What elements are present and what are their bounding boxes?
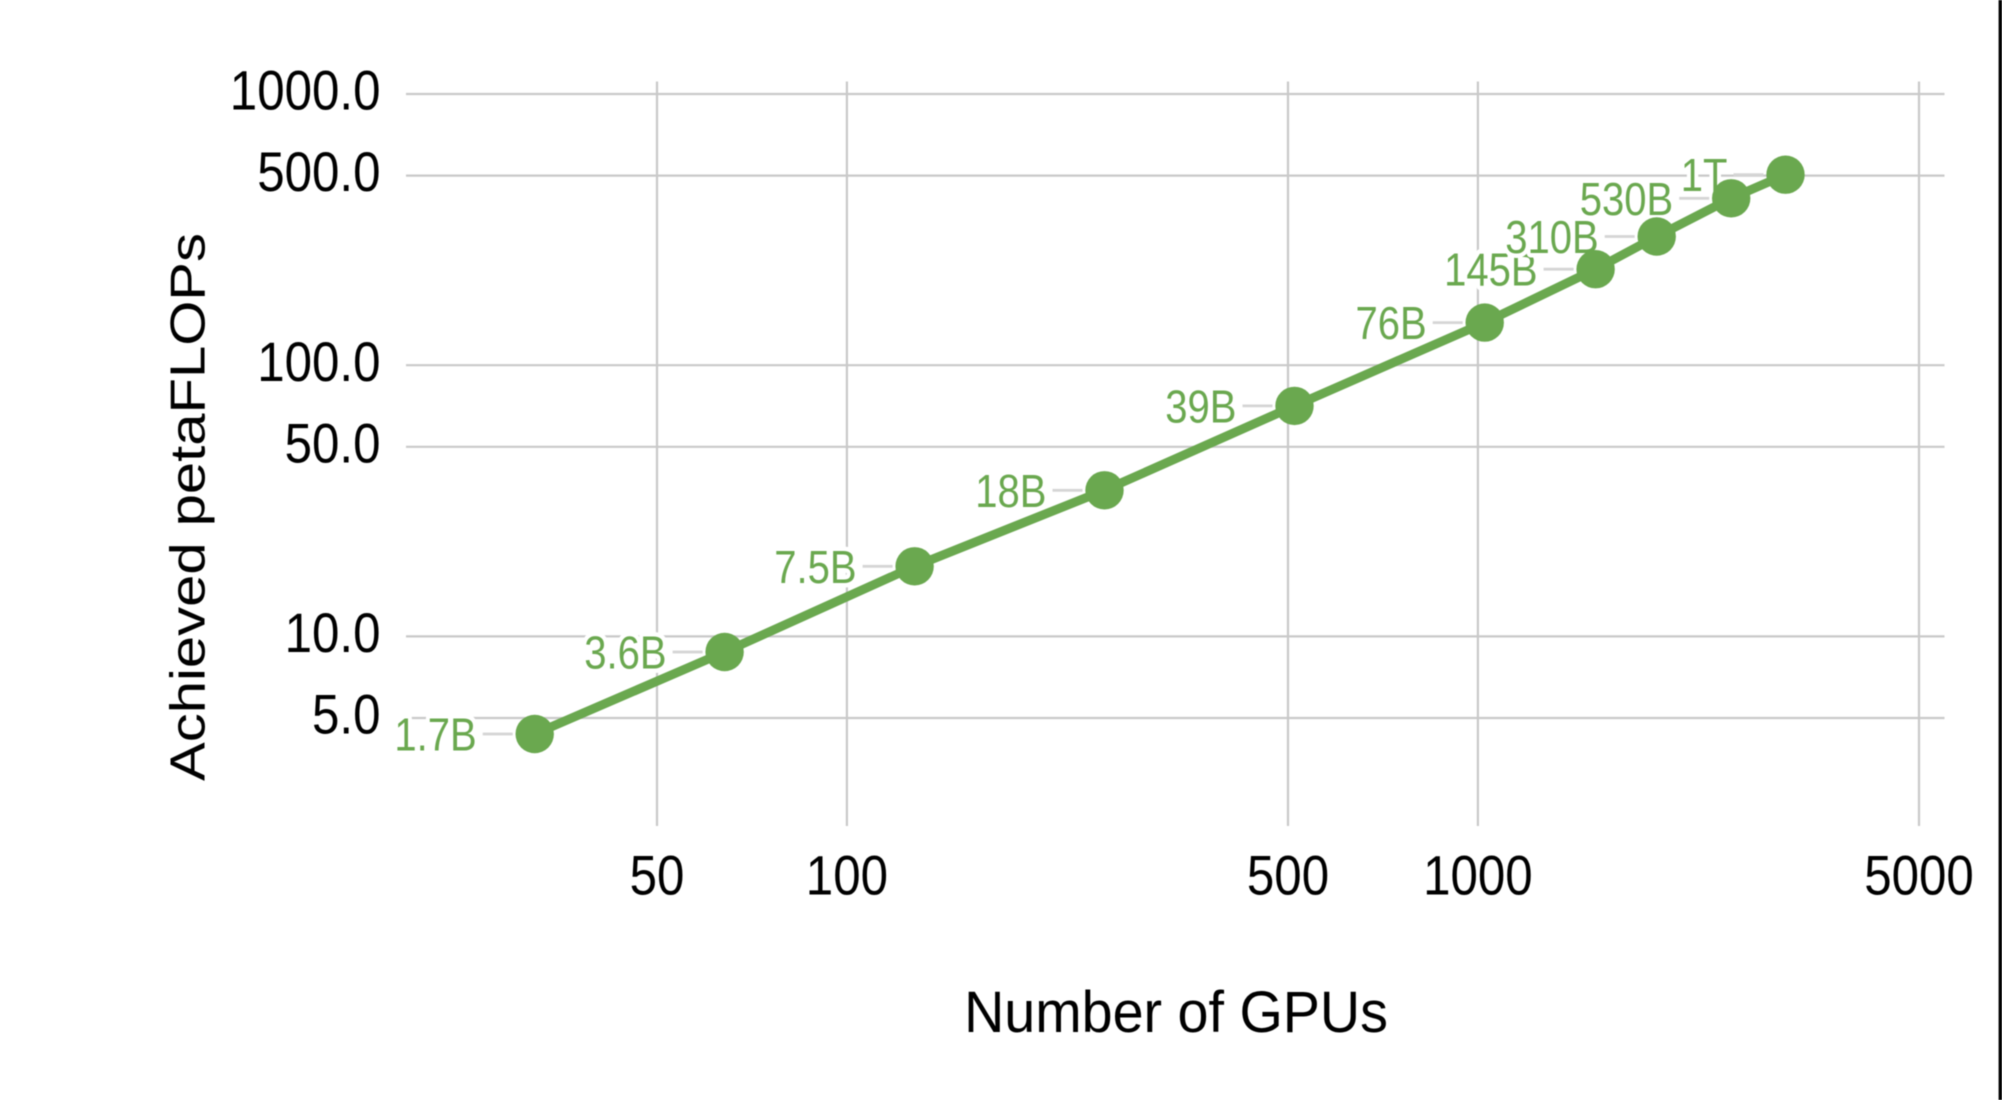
svg-text:76B: 76B [1355, 299, 1426, 350]
svg-text:5.0: 5.0 [312, 684, 380, 747]
svg-text:5000: 5000 [1864, 845, 1974, 908]
svg-text:145B: 145B [1444, 245, 1537, 296]
svg-text:1000: 1000 [1423, 845, 1533, 908]
svg-text:18B: 18B [975, 466, 1046, 517]
svg-text:1000.0: 1000.0 [230, 60, 381, 123]
svg-text:500: 500 [1247, 845, 1329, 908]
svg-text:1.7B: 1.7B [394, 710, 476, 761]
svg-text:50.0: 50.0 [285, 413, 381, 476]
svg-text:3.6B: 3.6B [584, 628, 666, 679]
svg-text:Number of GPUs: Number of GPUs [964, 981, 1388, 1045]
svg-text:100: 100 [806, 845, 888, 908]
svg-text:500.0: 500.0 [257, 141, 380, 204]
svg-text:10.0: 10.0 [285, 602, 381, 665]
svg-text:Achieved petaFLOPs: Achieved petaFLOPs [162, 233, 216, 781]
svg-text:7.5B: 7.5B [774, 542, 856, 593]
svg-text:50: 50 [630, 845, 685, 908]
svg-text:39B: 39B [1165, 382, 1236, 433]
svg-text:530B: 530B [1580, 174, 1673, 225]
svg-text:100.0: 100.0 [257, 331, 380, 394]
